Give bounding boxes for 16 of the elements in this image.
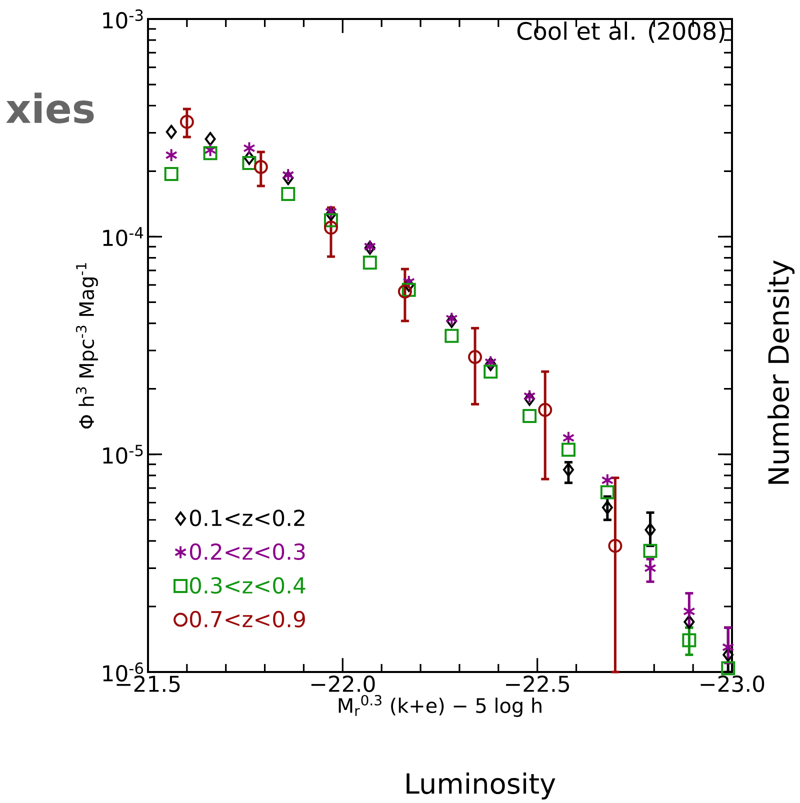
- y-tick-label: 10$^{-3}$: [103, 9, 143, 29]
- x-tick-label: −22.5: [506, 676, 569, 692]
- annotation: Cool et al. (2008): [517, 22, 724, 43]
- legend-label: 0.2<z<0.3: [190, 543, 305, 560]
- y-tick-label: 10$^{-5}$: [103, 444, 143, 464]
- x-tick-label: −23.0: [700, 676, 764, 692]
- y-tick-label: 10$^{-4}$: [103, 227, 144, 246]
- legend-label: 0.7<z<0.9: [190, 610, 305, 628]
- legend-label: 0.1<z<0.2: [190, 510, 304, 526]
- text: Number Density: [768, 260, 794, 484]
- text: Luminosity: [406, 772, 556, 800]
- text: xies: [6, 92, 94, 124]
- x-axis-title: M$_{r}$$^{0.3}$ (k+e) − 5 log h: [338, 694, 542, 717]
- y-axis-title: Φ h$^{3}$ Mpc$^{-3}$ Mag$^{-1}$: [76, 263, 98, 429]
- legend-label: 0.3<z<0.4: [190, 577, 306, 594]
- x-tick-label: −22.0: [311, 676, 375, 692]
